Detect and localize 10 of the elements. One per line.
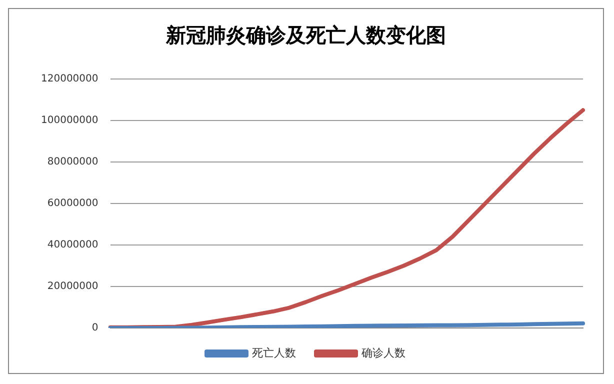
y-tick-label: 0 <box>92 322 98 334</box>
y-tick-label: 120000000 <box>40 74 98 85</box>
y-tick-label: 80000000 <box>47 156 98 168</box>
y-tick-label: 60000000 <box>47 198 98 210</box>
y-tick-label: 20000000 <box>47 281 98 292</box>
y-tick-label: 40000000 <box>47 240 98 251</box>
legend-label: 确诊人数 <box>360 346 406 360</box>
chart-title: 新冠肺炎确诊及死亡人数变化图 <box>165 23 446 48</box>
y-tick-label: 100000000 <box>40 115 98 126</box>
legend-label: 死亡人数 <box>252 346 296 360</box>
